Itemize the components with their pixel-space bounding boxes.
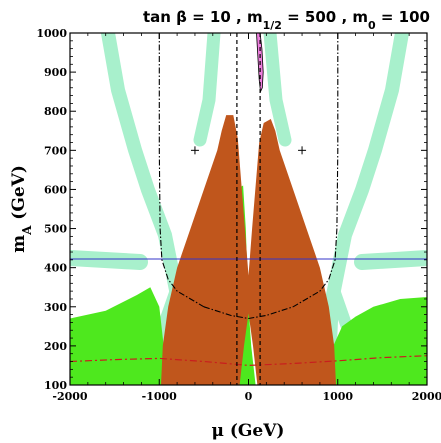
- y-tick-label: 500: [44, 223, 67, 236]
- y-label-main: m: [9, 235, 29, 253]
- x-axis-label: μ (GeV): [212, 421, 285, 441]
- x-tick-label: 0: [245, 390, 253, 403]
- y-label-tail: (GeV): [9, 165, 29, 226]
- title-part-1: 1/2: [263, 19, 282, 32]
- cosmo-band-center-right: [263, 33, 292, 147]
- y-tick-label: 800: [44, 105, 67, 118]
- green-region-bottom-left: [70, 287, 165, 385]
- title-part-0: tan β = 10 , m: [143, 8, 263, 26]
- y-tick-label: 400: [44, 262, 67, 275]
- plot-area: [70, 33, 427, 385]
- plus-marker-1: [298, 146, 307, 155]
- y-label-sub: A: [20, 225, 34, 236]
- excluded-region-right: [247, 119, 336, 385]
- cosmo-band-center-left: [193, 33, 221, 147]
- y-axis-label: mA (GeV): [9, 165, 34, 253]
- y-tick-label: 600: [44, 183, 67, 196]
- y-tick-label: 200: [44, 340, 67, 353]
- dashdot-bottom-contour: [203, 306, 294, 320]
- x-tick-label: -1000: [142, 390, 178, 403]
- y-tick-label: 100: [44, 379, 67, 392]
- x-tick-label: 2000: [412, 390, 441, 403]
- title-part-3: 0: [368, 19, 376, 32]
- x-tick-label: -2000: [52, 390, 88, 403]
- chart-title: tan β = 10 , m1/2 = 500 , m0 = 100: [143, 8, 430, 32]
- plus-marker-0: [190, 146, 199, 155]
- x-tick-label: 1000: [322, 390, 353, 403]
- excluded-region-left: [161, 115, 250, 385]
- y-tick-label: 700: [44, 144, 67, 157]
- title-part-4: = 100: [376, 8, 430, 26]
- y-tick-label: 1000: [36, 27, 67, 40]
- y-tick-label: 300: [44, 301, 67, 314]
- dashdot-left-contour: [158, 33, 205, 308]
- dashdot-right-contour: [292, 33, 339, 308]
- green-region-bottom-right: [332, 297, 427, 385]
- title-part-2: = 500 , m: [282, 8, 368, 26]
- y-tick-label: 900: [44, 66, 67, 79]
